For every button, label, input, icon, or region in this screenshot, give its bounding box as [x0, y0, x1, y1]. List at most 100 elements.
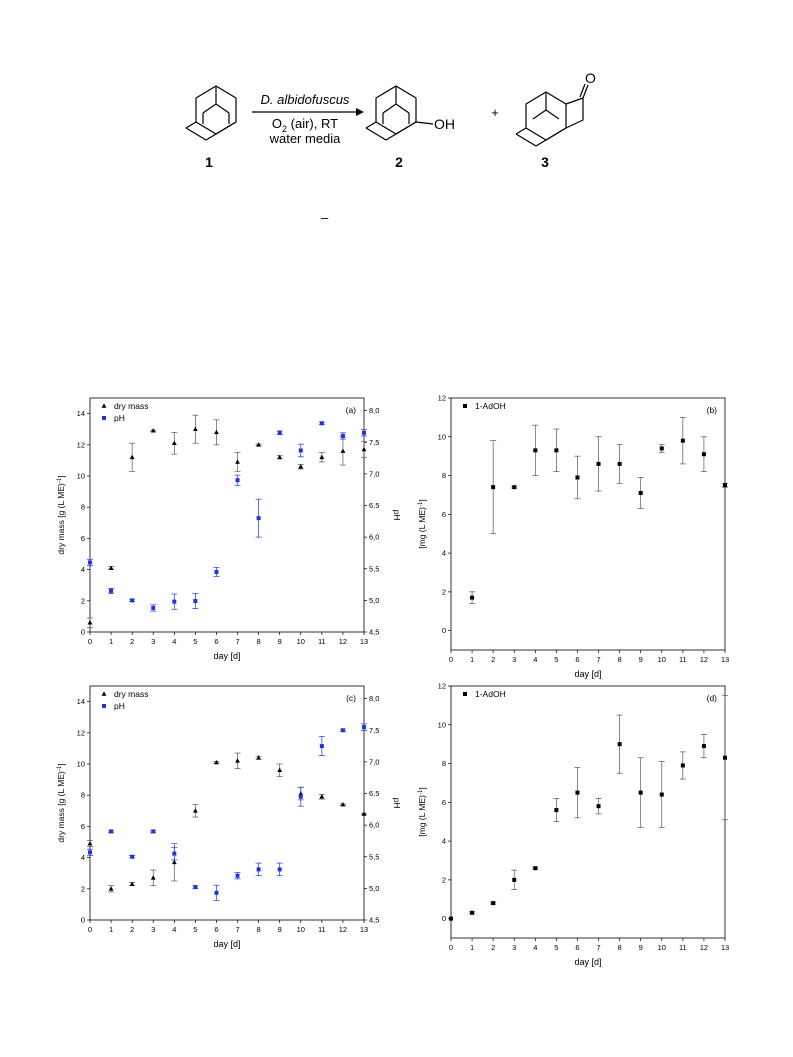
x-tick-label: 3	[151, 637, 155, 646]
data-point	[235, 873, 240, 878]
compound-number-3: 3	[541, 154, 549, 170]
x-tick-label: 9	[278, 637, 282, 646]
x-tick-label: 13	[721, 655, 729, 664]
x-tick-label: 8	[257, 637, 261, 646]
data-point	[108, 565, 114, 570]
x-tick-label: 7	[596, 943, 600, 952]
y-tick-label: 6	[81, 822, 85, 831]
y-tick-label: 4	[81, 565, 85, 574]
y2-tick-label: 4,5	[369, 628, 379, 637]
x-tick-label: 8	[618, 943, 622, 952]
y2-tick-label: 6,0	[369, 821, 379, 830]
data-point	[109, 829, 114, 834]
y-tick-label: 6	[442, 798, 446, 807]
y-tick-label: 8	[81, 503, 85, 512]
condition-line-2: water media	[269, 131, 342, 146]
x-tick-label: 13	[360, 637, 368, 646]
x-tick-label: 10	[297, 637, 305, 646]
data-point	[512, 485, 517, 490]
stray-dash: –	[321, 210, 329, 225]
x-tick-label: 5	[193, 925, 197, 934]
data-point	[659, 792, 664, 797]
y-axis-label: dry mass [g (L ME)-1]	[56, 475, 66, 554]
y-tick-label: 0	[442, 626, 446, 635]
x-tick-label: 1	[470, 943, 474, 952]
data-point	[87, 840, 93, 846]
x-tick-label: 5	[554, 655, 558, 664]
y-axis-label: [mg (L ME)-1]	[417, 499, 427, 548]
y-tick-label: 0	[81, 916, 85, 925]
y-tick-label: 6	[442, 510, 446, 519]
x-axis-label: day [d]	[574, 669, 601, 679]
x-tick-label: 1	[109, 925, 113, 934]
x-tick-label: 12	[700, 655, 708, 664]
y-tick-label: 4	[442, 549, 446, 558]
compound-number-2: 2	[395, 154, 403, 170]
chart-panel-c: 0 1 2 3 4 5 6 7 8 9 10 11 12 13024681012144,55,05,56,…	[56, 685, 402, 949]
y-tick-label: 8	[442, 471, 446, 480]
y2-tick-label: 7,5	[369, 438, 379, 447]
legend-marker	[102, 704, 106, 708]
data-point	[554, 808, 559, 813]
data-point	[130, 598, 135, 603]
plot-frame	[89, 397, 365, 633]
data-point	[150, 428, 156, 433]
legend-label: pH	[114, 701, 125, 711]
data-point	[340, 728, 345, 733]
data-point	[193, 599, 198, 604]
data-point	[680, 763, 685, 768]
adamantanol-structure	[365, 85, 434, 141]
y-tick-label: 0	[81, 628, 85, 637]
data-point	[319, 454, 325, 460]
data-point	[361, 811, 367, 816]
data-point	[256, 867, 261, 872]
data-point	[277, 454, 283, 460]
data-point	[277, 867, 282, 872]
x-tick-label: 13	[360, 925, 368, 934]
x-tick-label: 13	[721, 943, 729, 952]
x-tick-label: 5	[193, 637, 197, 646]
data-point	[298, 464, 304, 469]
legend-label: pH	[114, 413, 125, 423]
data-point	[192, 426, 198, 431]
y2-tick-label: 6,5	[369, 501, 379, 510]
data-point	[88, 850, 92, 855]
x-tick-label: 12	[700, 943, 708, 952]
data-point	[319, 744, 324, 749]
y-tick-label: 2	[81, 884, 85, 893]
data-point	[256, 516, 261, 521]
x-tick-label: 3	[512, 655, 516, 664]
legend-marker	[463, 404, 467, 408]
data-point	[192, 808, 198, 813]
legend-label: 1-AdOH	[475, 689, 506, 699]
legend-marker	[101, 403, 107, 408]
data-point	[235, 478, 240, 483]
data-point	[298, 794, 303, 799]
panel-label: (a)	[346, 405, 357, 415]
y2-axis-label: pH	[392, 510, 402, 521]
data-point	[150, 875, 156, 880]
panel-label: (b)	[707, 405, 718, 415]
x-tick-label: 5	[554, 943, 558, 952]
data-point	[172, 851, 177, 856]
y-axis-label: [mg (L ME)-1]	[417, 787, 427, 836]
adamantanone-structure	[515, 83, 589, 147]
svg-text:–: –	[321, 210, 329, 225]
data-point	[108, 886, 114, 891]
x-tick-label: 10	[658, 655, 666, 664]
data-point	[256, 442, 262, 447]
y2-tick-label: 5,0	[369, 596, 379, 605]
data-point	[319, 421, 324, 426]
x-tick-label: 7	[235, 637, 239, 646]
y-tick-label: 10	[77, 760, 85, 769]
plus-sign: +	[491, 105, 499, 120]
x-tick-label: 4	[172, 925, 176, 934]
adamantane-structure	[185, 85, 237, 141]
y-tick-label: 12	[77, 728, 85, 737]
x-tick-label: 2	[491, 943, 495, 952]
x-tick-label: 7	[235, 925, 239, 934]
data-point	[151, 829, 156, 834]
